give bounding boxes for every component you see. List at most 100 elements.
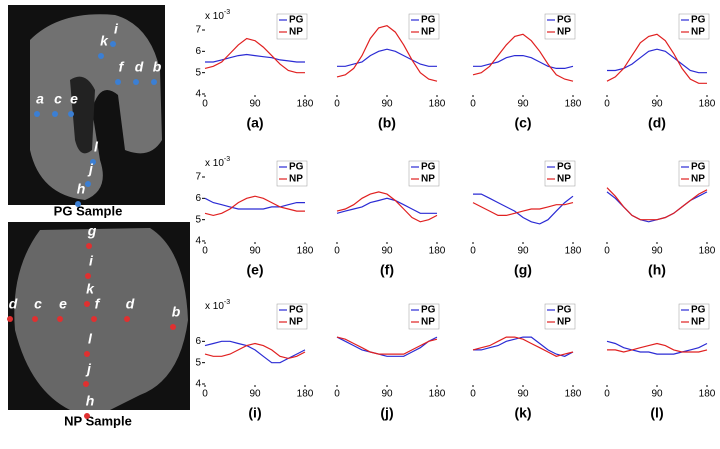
point-label: e [70,91,78,107]
pg-hole [70,76,95,154]
x-tick-label: 180 [699,246,716,257]
y-tick-label: 7 [195,25,201,36]
legend-label: PG [421,305,436,316]
legend-label: NP [421,317,435,328]
x-tick-label: 90 [381,389,393,400]
series-line [472,202,574,216]
x-tick-label: 180 [429,389,446,400]
series-line [204,197,305,210]
x-tick-label: 90 [517,99,529,110]
legend-label: NP [289,174,303,185]
y-tick-label: 6 [195,193,201,204]
marker-dot [84,301,90,307]
x-tick-label: 180 [297,246,314,257]
legend-label: NP [691,174,705,185]
marker-dot [85,181,91,187]
legend-box [678,303,710,330]
marker-dot [32,316,38,322]
axis-multiplier: x 10-3 [205,299,230,312]
legend-label: NP [421,27,435,38]
series-line [336,197,437,214]
series-line [607,342,708,353]
x-tick-label: 180 [565,99,582,110]
point-label: a [36,91,44,107]
x-tick-label: 0 [202,246,208,257]
series-line [336,191,438,223]
legend-label: NP [557,174,571,185]
chart-title: (b) [378,115,396,131]
legend-box [544,303,576,330]
legend-label: PG [557,162,572,173]
marker-dot [91,316,97,322]
legend-label: NP [557,317,571,328]
legend-box [276,160,308,187]
x-tick-label: 90 [651,99,663,110]
np-tissue [14,228,188,410]
x-tick-label: 180 [297,389,314,400]
legend-box [678,13,710,40]
np-caption: NP Sample [64,413,132,428]
point-label: h [77,181,86,197]
chart-title: (j) [380,405,393,421]
chart-title: (h) [648,262,666,278]
x-tick-label: 90 [651,246,663,257]
legend-label: PG [691,162,706,173]
marker-dot [124,316,130,322]
point-label: k [100,33,109,49]
multiplier-base: x 10 [205,158,224,169]
x-tick-label: 0 [334,389,340,400]
marker-dot [52,111,58,117]
point-label: j [85,361,92,377]
point-label: f [119,59,125,75]
multiplier-exponent: -3 [224,9,230,16]
x-tick-label: 0 [470,389,476,400]
multiplier-exponent: -3 [224,156,230,163]
marker-dot [84,351,90,357]
series-line [337,48,437,67]
x-tick-label: 90 [517,389,529,400]
pg-caption: PG Sample [54,203,123,218]
pg-tissue [30,14,162,201]
marker-dot [83,381,89,387]
series-line [606,340,708,355]
marker-dot [75,201,81,207]
chart-title: (k) [514,405,531,421]
series-line [473,193,574,225]
legend-label: PG [691,305,706,316]
multiplier-base: x 10 [205,301,224,312]
series-line [473,336,574,357]
legend-label: PG [557,305,572,316]
x-tick-label: 0 [604,246,610,257]
legend-label: NP [691,27,705,38]
marker-dot [115,79,121,85]
point-label: d [9,296,18,312]
y-tick-label: 4 [195,379,201,390]
point-label: l [88,331,93,347]
point-label: k [86,281,95,297]
x-tick-label: 90 [381,99,393,110]
y-tick-label: 6 [195,336,201,347]
x-tick-label: 0 [202,99,208,110]
point-label: b [153,59,162,75]
series-line [204,340,306,364]
chart-title: (g) [514,262,532,278]
chart-title: (f) [380,262,394,278]
legend-box [544,13,576,40]
multiplier-exponent: -3 [224,299,230,306]
series-line [336,336,438,357]
series-line [204,37,305,74]
legend-label: NP [289,317,303,328]
legend-label: NP [691,317,705,328]
y-tick-label: 6 [195,46,201,57]
series-line [606,191,708,223]
series-line [204,195,305,217]
x-tick-label: 0 [334,99,340,110]
point-label: c [34,296,42,312]
series-line [606,187,708,221]
point-label: i [89,253,94,269]
point-label: j [87,161,94,177]
point-label: l [94,139,99,155]
x-tick-label: 0 [604,389,610,400]
series-line [473,55,574,69]
series-line [607,48,707,74]
